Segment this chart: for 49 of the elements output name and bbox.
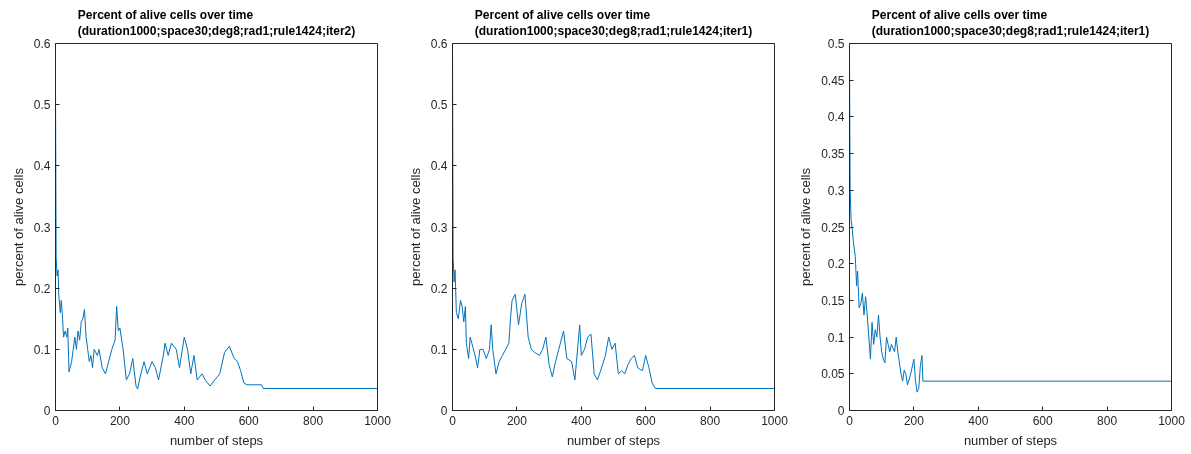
x-tick-label: 200 (903, 413, 925, 428)
y-tick-label: 0.5 (33, 98, 51, 113)
x-tick-label: 400 (174, 413, 195, 428)
y-tick-label: 0.5 (827, 37, 845, 51)
y-axis-title: percent of alive cells (407, 167, 423, 286)
y-tick-label: 0.2 (827, 257, 845, 272)
x-tick-label: 1000 (1158, 413, 1186, 428)
y-tick-label: 0.1 (430, 342, 448, 357)
chart-title: Percent of alive cells over time (duration1000;space30;deg8;rad1;rule1424;iter1) (871, 7, 1150, 39)
y-tick-label: 0.45 (821, 73, 845, 88)
x-tick-label: 200 (506, 413, 528, 428)
y-tick-label: 0.2 (33, 281, 51, 296)
y-tick-label: 0.3 (33, 220, 51, 235)
y-tick-label: 0.2 (430, 281, 448, 296)
y-tick-label: 0.1 (827, 330, 845, 345)
x-axis-title: number of steps (963, 432, 1058, 448)
y-tick-label: 0.4 (33, 159, 51, 174)
y-tick-label: 0.3 (430, 220, 448, 235)
y-tick-label: 0.3 (827, 183, 845, 198)
x-tick-label: 600 (238, 413, 260, 428)
y-tick-label: 0.4 (827, 110, 845, 125)
x-tick-label: 400 (968, 413, 989, 428)
x-tick-label: 800 (700, 413, 721, 428)
y-tick-label: 0.5 (430, 98, 448, 113)
y-tick-label: 0 (837, 404, 845, 418)
x-axis-title: number of steps (566, 432, 661, 448)
y-tick-label: 0.6 (33, 37, 51, 51)
x-tick-label: 600 (635, 413, 657, 428)
x-tick-label: 400 (571, 413, 592, 428)
x-tick-label: 200 (109, 413, 131, 428)
y-axis-title: percent of alive cells (798, 167, 814, 286)
y-tick-label: 0.25 (821, 220, 845, 235)
y-tick-label: 0.6 (430, 37, 448, 51)
chart-title: Percent of alive cells over time (duration1000;space30;deg8;rad1;rule1424;iter2) (77, 7, 356, 39)
y-tick-label: 0.35 (821, 147, 845, 162)
y-tick-label: 0.1 (33, 342, 51, 357)
x-tick-label: 800 (1097, 413, 1118, 428)
x-tick-label: 600 (1032, 413, 1054, 428)
x-axis-title: number of steps (169, 432, 264, 448)
y-axis-title: percent of alive cells (10, 167, 26, 286)
y-tick-label: 0.15 (821, 293, 845, 308)
y-tick-label: 0 (43, 404, 51, 418)
y-tick-label: 0 (440, 404, 448, 418)
chart-title: Percent of alive cells over time (duration1000;space30;deg8;rad1;rule1424;iter1) (474, 7, 753, 39)
x-tick-label: 1000 (364, 413, 392, 428)
y-tick-label: 0.05 (821, 367, 845, 382)
x-tick-label: 800 (303, 413, 324, 428)
x-tick-label: 1000 (761, 413, 789, 428)
y-tick-label: 0.4 (430, 159, 448, 174)
